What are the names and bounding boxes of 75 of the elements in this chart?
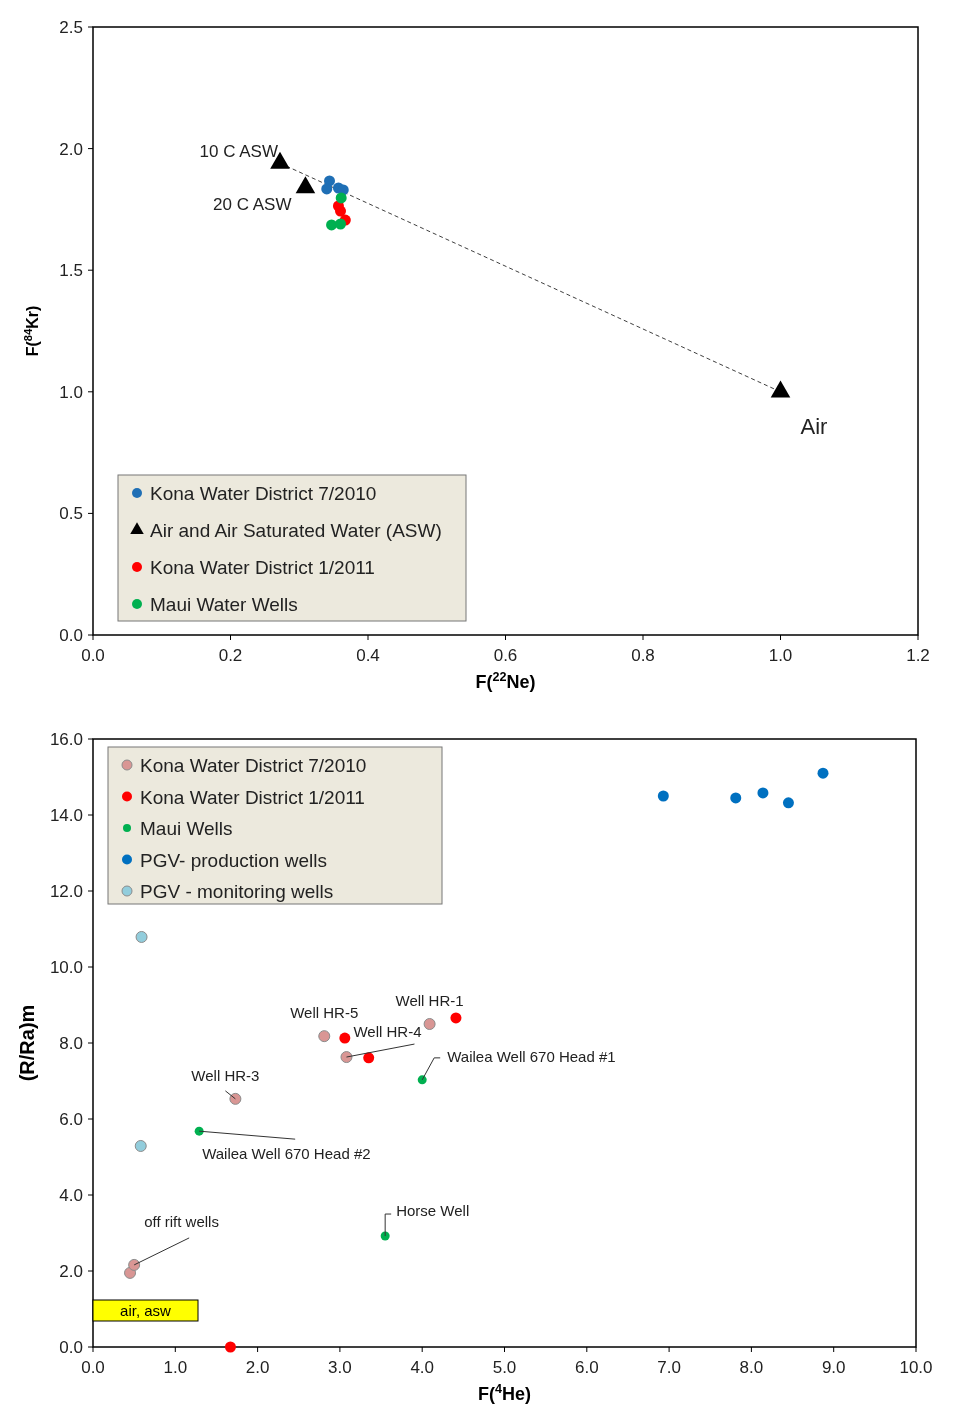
point [194, 1126, 204, 1136]
x-tick-label: 9.0 [821, 1358, 846, 1377]
x-tick-label: 1.0 [163, 1358, 188, 1377]
x-axis-title: F($^{22}$Ne) [475, 670, 536, 692]
legend-label: Maui Water Wells [150, 594, 298, 615]
y-tick-label: 6.0 [59, 1110, 83, 1129]
y-tick-label: 2.0 [59, 139, 83, 159]
point [224, 1341, 236, 1353]
point [134, 1139, 147, 1152]
x-tick-label: 7.0 [657, 1358, 681, 1377]
annotation: Horse Well [396, 1202, 470, 1220]
y-tick-label: 1.5 [59, 261, 83, 281]
y-tick-label: 12.0 [49, 882, 83, 901]
annotation: Well HR-3 [191, 1066, 260, 1084]
legend-label: Kona Water District 7/2010 [140, 755, 367, 776]
annotation: Well HR-5 [290, 1004, 359, 1022]
point [318, 1030, 331, 1043]
y-axis-title: (R/Ra)m [16, 1004, 38, 1082]
annotation: off rift wells [144, 1212, 219, 1230]
x-tick-label: 3.0 [328, 1358, 352, 1377]
x-tick-label: 0.4 [356, 646, 380, 665]
legend-label: Maui Wells [140, 818, 233, 839]
annotation: Wailea Well 670 Head #1 [447, 1047, 616, 1065]
annotation: Wailea Well 670 Head #2 [202, 1145, 371, 1163]
y-tick-label: 2.0 [59, 1262, 83, 1281]
annotation: Well HR-1 [395, 992, 464, 1009]
x-tick-label: 2.0 [245, 1358, 270, 1377]
x-tick-label: 6.0 [574, 1358, 599, 1377]
annotation: 20 C ASW [213, 194, 292, 214]
point [229, 1092, 242, 1105]
y-tick-label: 4.0 [59, 1186, 83, 1205]
annotation: air, asw [120, 1302, 172, 1319]
point [657, 790, 669, 802]
y-tick-label: 8.0 [59, 1034, 83, 1053]
y-tick-label: 10.0 [49, 958, 83, 977]
annotation: Air [800, 413, 828, 439]
point [128, 1258, 141, 1271]
legend-label: PGV- production wells [140, 849, 327, 871]
point [817, 767, 829, 779]
x-tick-label: 8.0 [739, 1358, 764, 1377]
legend-label: PGV - monitoring wells [140, 881, 334, 902]
y-tick-label: 2.5 [59, 18, 83, 37]
x-tick-label: 1.0 [768, 646, 793, 665]
x-tick-label: 0.8 [631, 646, 655, 665]
y-tick-label: 14.0 [49, 806, 83, 825]
point [380, 1231, 390, 1241]
x-tick-label: 0.6 [493, 646, 518, 665]
y-tick-label: 16.0 [49, 730, 83, 749]
x-tick-label: 0.2 [218, 646, 243, 665]
x-tick-label: 0.0 [81, 646, 105, 665]
point [730, 792, 742, 804]
x-tick-label: 1.2 [906, 646, 930, 665]
annotation: Well HR-4 [353, 1023, 422, 1041]
point [757, 787, 769, 799]
legend-label: Kona Water District 7/2010 [150, 483, 377, 504]
point [339, 1032, 351, 1044]
point [135, 930, 148, 943]
y-tick-label: 0.5 [59, 504, 83, 524]
x-tick-label: 0.0 [81, 1358, 105, 1377]
annotation: 10 C ASW [199, 142, 278, 162]
legend-label: Kona Water District 1/2011 [150, 557, 375, 578]
point [782, 797, 794, 809]
point [363, 1052, 375, 1064]
x-tick-label: 10.0 [899, 1358, 933, 1377]
point [423, 1018, 436, 1030]
legend-label: Air and Air Saturated Water (ASW) [150, 520, 442, 541]
legend-label: Kona Water District 1/2011 [140, 786, 365, 808]
point [340, 1051, 353, 1064]
x-axis-title: F($^{4}$He) [477, 1382, 532, 1404]
y-tick-label: 0.0 [59, 1338, 83, 1357]
point [450, 1012, 462, 1024]
x-tick-label: 4.0 [410, 1358, 435, 1377]
x-tick-label: 5.0 [492, 1358, 517, 1377]
y-tick-label: 0.0 [59, 626, 83, 645]
y-tick-label: 1.0 [59, 382, 83, 402]
